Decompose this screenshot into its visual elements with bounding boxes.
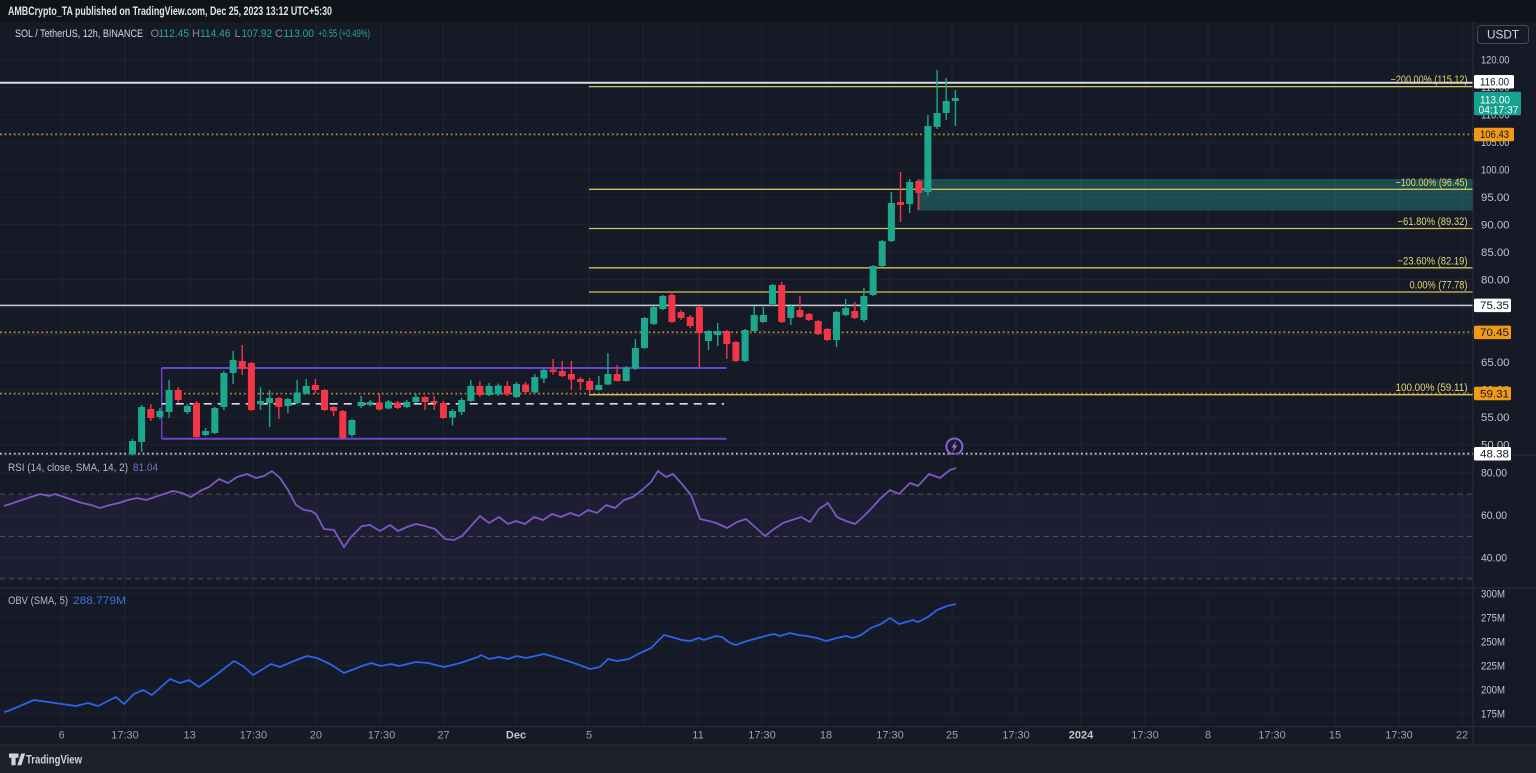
svg-text:5: 5 xyxy=(586,730,592,742)
svg-text:55.00: 55.00 xyxy=(1481,412,1510,424)
svg-text:250M: 250M xyxy=(1481,636,1505,648)
svg-text:25: 25 xyxy=(946,730,958,742)
svg-text:90.00: 90.00 xyxy=(1481,220,1510,232)
svg-text:18: 18 xyxy=(820,730,832,742)
svg-text:17:30: 17:30 xyxy=(1131,730,1159,742)
svg-text:O: O xyxy=(151,28,160,40)
svg-text:100.00: 100.00 xyxy=(1481,165,1510,177)
svg-text:Dec: Dec xyxy=(506,730,526,742)
svg-text:114.46: 114.46 xyxy=(200,28,231,40)
svg-text:L: L xyxy=(235,28,241,40)
svg-text:−23.60% (82.19): −23.60% (82.19) xyxy=(1398,255,1468,267)
svg-text:81.04: 81.04 xyxy=(133,462,158,474)
svg-text:85.00: 85.00 xyxy=(1481,247,1510,259)
svg-text:70.45: 70.45 xyxy=(1480,327,1509,339)
svg-text:59.31: 59.31 xyxy=(1480,388,1509,400)
svg-text:04:17:37: 04:17:37 xyxy=(1479,105,1519,117)
svg-text:6: 6 xyxy=(59,730,65,742)
svg-text:27: 27 xyxy=(437,730,449,742)
svg-text:−100.00% (96.45): −100.00% (96.45) xyxy=(1396,177,1468,189)
svg-text:17:30: 17:30 xyxy=(1258,730,1286,742)
svg-text:22: 22 xyxy=(1456,730,1468,742)
svg-text:17:30: 17:30 xyxy=(876,730,904,742)
svg-text:RSI (14, close, SMA, 14, 2): RSI (14, close, SMA, 14, 2) xyxy=(8,462,128,474)
svg-text:65.00: 65.00 xyxy=(1481,357,1510,369)
svg-text:100.00% (59.11): 100.00% (59.11) xyxy=(1396,382,1468,394)
svg-text:17:30: 17:30 xyxy=(368,730,396,742)
svg-text:17:30: 17:30 xyxy=(1385,730,1413,742)
svg-text:8: 8 xyxy=(1205,730,1211,742)
svg-text:95.00: 95.00 xyxy=(1481,192,1510,204)
svg-text:113.00: 113.00 xyxy=(1480,94,1510,106)
svg-text:AMBCrypto_TA published on Trad: AMBCrypto_TA published on TradingView.co… xyxy=(8,6,332,18)
svg-text:48.38: 48.38 xyxy=(1480,449,1509,461)
svg-text:TradingView: TradingView xyxy=(26,755,82,767)
svg-text:120.00: 120.00 xyxy=(1481,55,1510,67)
svg-text:60.00: 60.00 xyxy=(1481,510,1507,522)
svg-text:288.779M: 288.779M xyxy=(73,595,126,607)
svg-text:2024: 2024 xyxy=(1069,730,1094,742)
svg-text:75.35: 75.35 xyxy=(1480,300,1509,312)
svg-text:40.00: 40.00 xyxy=(1481,552,1507,564)
svg-text:15: 15 xyxy=(1329,730,1341,742)
svg-text:275M: 275M xyxy=(1481,612,1505,624)
svg-text:17:30: 17:30 xyxy=(111,730,139,742)
svg-text:80.00: 80.00 xyxy=(1481,468,1507,480)
svg-text:H: H xyxy=(192,28,200,40)
svg-text:175M: 175M xyxy=(1481,708,1505,720)
svg-text:300M: 300M xyxy=(1481,588,1505,600)
svg-text:113.00: 113.00 xyxy=(284,28,315,40)
svg-text:13: 13 xyxy=(183,730,195,742)
svg-text:116.00: 116.00 xyxy=(1480,77,1509,89)
svg-text:−200.00% (115.12): −200.00% (115.12) xyxy=(1391,74,1468,86)
svg-text:C: C xyxy=(275,28,283,40)
svg-text:20: 20 xyxy=(310,730,322,742)
svg-text:106.43: 106.43 xyxy=(1480,129,1509,141)
svg-text:200M: 200M xyxy=(1481,684,1505,696)
svg-text:112.45: 112.45 xyxy=(159,28,190,40)
svg-text:SOL / TetherUS, 12h, BINANCE: SOL / TetherUS, 12h, BINANCE xyxy=(15,28,143,40)
svg-text:OBV (SMA, 5): OBV (SMA, 5) xyxy=(8,595,68,607)
svg-text:17:30: 17:30 xyxy=(240,730,268,742)
svg-text:0.00% (77.78): 0.00% (77.78) xyxy=(1410,280,1468,292)
svg-text:11: 11 xyxy=(692,730,703,742)
svg-text:USDT: USDT xyxy=(1487,29,1519,41)
svg-text:17:30: 17:30 xyxy=(1002,730,1030,742)
svg-text:80.00: 80.00 xyxy=(1481,275,1510,287)
svg-text:107.92: 107.92 xyxy=(242,28,273,40)
svg-text:−61.80% (89.32): −61.80% (89.32) xyxy=(1398,216,1468,228)
svg-text:17:30: 17:30 xyxy=(748,730,776,742)
svg-text:225M: 225M xyxy=(1481,660,1505,672)
svg-text:+0.55 (+0.49%): +0.55 (+0.49%) xyxy=(318,28,370,40)
